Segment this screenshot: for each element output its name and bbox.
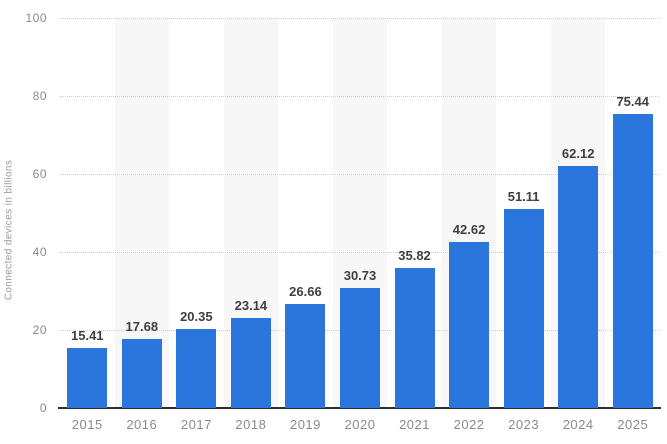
bar-2020[interactable] <box>339 288 380 408</box>
category-column-2022: 42.62 2022 <box>442 18 497 432</box>
category-column-2019: 26.66 2019 <box>278 18 333 432</box>
bar-2023[interactable] <box>503 208 544 408</box>
value-label-2016: 17.68 <box>125 319 159 335</box>
bar-2025[interactable] <box>612 113 653 408</box>
bar-2017[interactable] <box>176 328 217 408</box>
value-label-2020: 30.73 <box>343 268 377 284</box>
gridline-60 <box>60 174 660 175</box>
x-tick-label-2025: 2025 <box>617 417 649 432</box>
gridline-40 <box>60 252 660 253</box>
x-tick-label-2015: 2015 <box>71 417 103 432</box>
plot-area: 15.41 2015 17.68 2016 20.35 2017 23.14 2018 26.6… <box>58 18 661 432</box>
bar-2016[interactable] <box>121 339 162 408</box>
category-column-2020: 30.73 2020 <box>333 18 388 432</box>
category-column-2015: 15.41 2015 <box>60 18 115 432</box>
y-tick-label-20: 20 <box>32 323 47 337</box>
bar-2024[interactable] <box>558 165 599 408</box>
y-tick-label-100: 100 <box>25 11 47 25</box>
value-label-2017: 20.35 <box>180 308 213 324</box>
gridline-100 <box>60 18 660 19</box>
x-tick-label-2024: 2024 <box>562 417 594 432</box>
bar-2018[interactable] <box>230 317 271 408</box>
value-label-2015: 15.41 <box>70 327 104 343</box>
value-label-2019: 26.66 <box>289 284 322 300</box>
value-label-2022: 42.62 <box>452 221 486 237</box>
bar-2019[interactable] <box>285 304 326 408</box>
category-column-2025: 75.44 2025 <box>605 18 660 432</box>
x-tick-label-2021: 2021 <box>399 417 430 432</box>
category-column-2018: 23.14 2018 <box>224 18 279 432</box>
x-axis-line <box>58 407 661 409</box>
category-column-2016: 17.68 2016 <box>115 18 170 432</box>
value-label-2025: 75.44 <box>616 93 649 109</box>
gridline-80 <box>60 96 660 97</box>
y-tick-label-80: 80 <box>32 89 47 103</box>
category-column-2021: 35.82 2021 <box>387 18 442 432</box>
x-tick-label-2017: 2017 <box>180 417 212 432</box>
x-tick-label-2020: 2020 <box>344 417 376 432</box>
value-label-2021: 35.82 <box>398 248 431 264</box>
value-label-2024: 62.12 <box>561 145 595 161</box>
y-tick-label-40: 40 <box>32 245 47 259</box>
x-tick-label-2023: 2023 <box>508 417 540 432</box>
value-label-2023: 51.11 <box>507 188 540 204</box>
value-label-2018: 23.14 <box>234 297 268 313</box>
x-tick-label-2016: 2016 <box>126 417 158 432</box>
y-tick-label-0: 0 <box>39 401 47 415</box>
x-tick-label-2018: 2018 <box>235 417 267 432</box>
y-tick-label-60: 60 <box>32 167 47 181</box>
bar-2021[interactable] <box>394 268 435 408</box>
bar-2015[interactable] <box>67 347 108 408</box>
x-tick-label-2022: 2022 <box>453 417 485 432</box>
category-column-2017: 20.35 2017 <box>169 18 224 432</box>
x-tick-label-2019: 2019 <box>289 417 321 432</box>
category-column-2023: 51.11 2023 <box>496 18 551 432</box>
category-column-2024: 62.12 2024 <box>551 18 606 432</box>
bar-2022[interactable] <box>449 241 490 408</box>
